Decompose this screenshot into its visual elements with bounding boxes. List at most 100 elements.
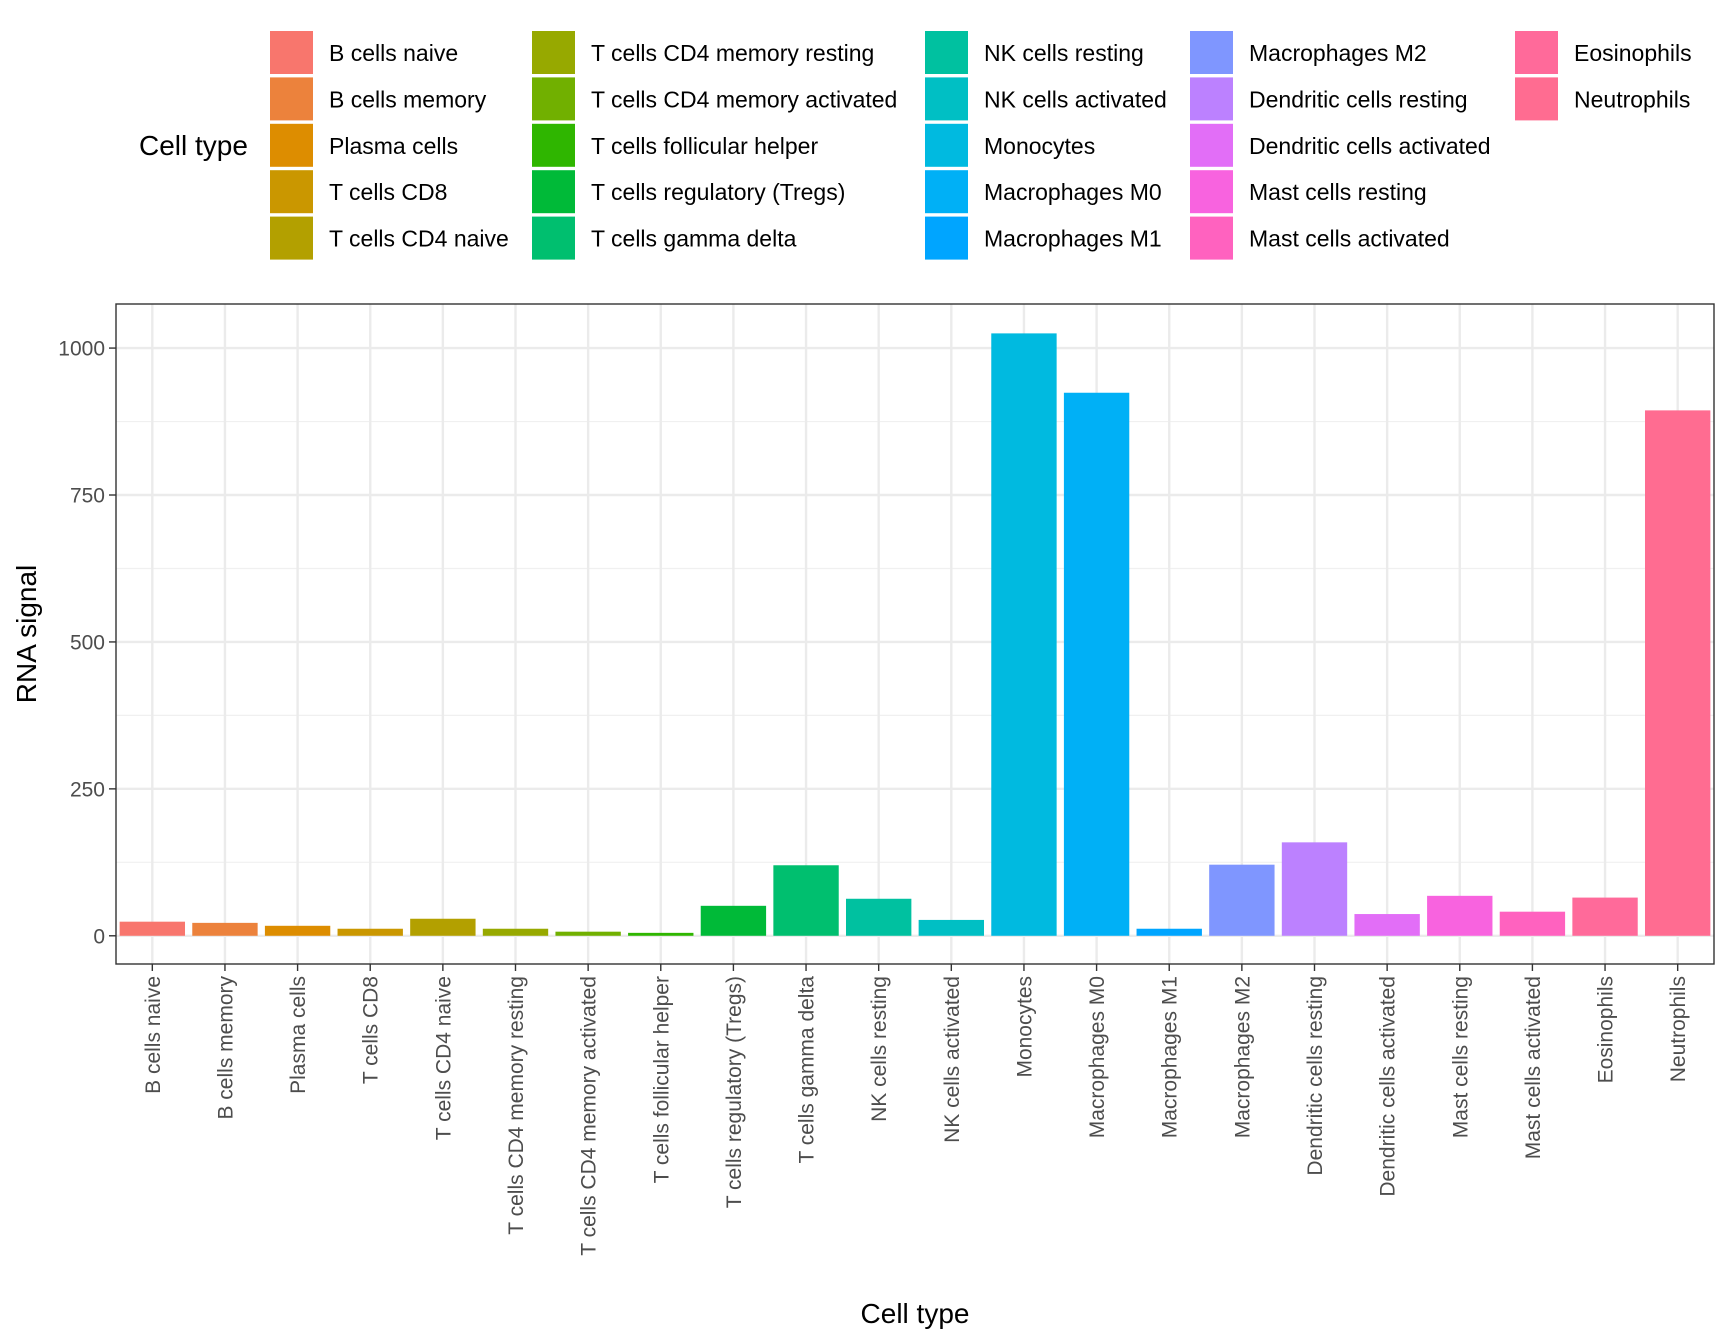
x-tick-label-dendritic-cells-resting: Dendritic cells resting	[1304, 976, 1327, 1176]
x-tick-label-monocytes: Monocytes	[1013, 976, 1036, 1078]
x-tick-label-macrophages-m1: Macrophages M1	[1159, 976, 1182, 1138]
bar-nk-cells-resting	[845, 898, 912, 936]
legend-key-b-cells-memory	[270, 77, 313, 121]
legend-key-t-cells-cd8	[270, 170, 313, 214]
x-tick-label-t-cells-cd8: T cells CD8	[360, 976, 383, 1084]
bar-macrophages-m2	[1209, 864, 1275, 936]
y-tick-label: 0	[93, 925, 105, 948]
y-tick-label: 1000	[58, 338, 105, 361]
bar-b-cells-memory	[192, 922, 258, 936]
bar-t-cells-gamma-delta	[773, 865, 839, 936]
legend-key-monocytes	[925, 123, 968, 167]
legend-key-t-cells-follicular-helper	[532, 123, 575, 167]
legend-key-macrophages-m0	[925, 170, 968, 214]
minor-gridlines	[116, 420, 1714, 863]
x-tick-label-plasma-cells: Plasma cells	[287, 976, 310, 1094]
x-tick-label-t-cells-regulatory-tregs: T cells regulatory (Tregs)	[723, 976, 746, 1208]
bar-plasma-cells	[264, 925, 331, 936]
bar-macrophages-m1	[1136, 928, 1202, 936]
y-axis-title: RNA signal	[11, 565, 42, 704]
legend-label-t-cells-cd8: T cells CD8	[329, 179, 447, 205]
bars	[119, 333, 1711, 936]
bar-t-cells-regulatory-tregs	[700, 905, 767, 936]
legend-label-t-cells-cd4-memory-activated: T cells CD4 memory activated	[591, 86, 897, 112]
bar-macrophages-m0	[1063, 392, 1130, 936]
legend-key-macrophages-m1	[925, 216, 968, 260]
legend-label-plasma-cells: Plasma cells	[329, 133, 458, 159]
legend-key-nk-cells-activated	[925, 77, 968, 121]
plot-panel	[116, 304, 1714, 964]
legend-key-mast-cells-resting	[1190, 170, 1233, 214]
x-tick-label-b-cells-memory: B cells memory	[214, 976, 237, 1120]
legend-label-mast-cells-resting: Mast cells resting	[1249, 179, 1427, 205]
bar-mast-cells-resting	[1427, 895, 1493, 936]
legend-label-b-cells-memory: B cells memory	[329, 86, 487, 112]
y-tick-label: 750	[70, 485, 105, 508]
y-tick-label: 250	[70, 778, 105, 801]
legend-key-plasma-cells	[270, 123, 313, 167]
bar-eosinophils	[1572, 897, 1638, 936]
legend-label-macrophages-m2: Macrophages M2	[1249, 40, 1427, 66]
x-tick-label-mast-cells-resting: Mast cells resting	[1449, 976, 1472, 1138]
legend-label-dendritic-cells-resting: Dendritic cells resting	[1249, 86, 1468, 112]
bar-t-cells-cd8	[337, 928, 403, 936]
legend: Cell type B cells naive B cells memory Pla…	[139, 31, 1692, 260]
bar-b-cells-naive	[119, 921, 186, 936]
legend-title: Cell type	[139, 130, 248, 161]
legend-label-t-cells-follicular-helper: T cells follicular helper	[591, 133, 818, 159]
legend-label-b-cells-naive: B cells naive	[329, 40, 458, 66]
x-tick-label-nk-cells-resting: NK cells resting	[868, 976, 891, 1122]
legend-label-neutrophils: Neutrophils	[1574, 86, 1690, 112]
x-tick-label-neutrophils: Neutrophils	[1667, 976, 1690, 1082]
x-tick-label-nk-cells-activated: NK cells activated	[941, 976, 964, 1143]
legend-key-t-cells-cd4-memory-resting	[532, 31, 575, 74]
plot-area	[115, 303, 1715, 965]
y-axis: 0 250 500 750 1000	[58, 338, 116, 948]
legend-key-b-cells-naive	[270, 31, 313, 74]
plot-border	[115, 303, 1715, 965]
legend-label-nk-cells-resting: NK cells resting	[984, 40, 1144, 66]
bar-t-cells-cd4-naive	[410, 918, 476, 936]
bar-nk-cells-activated	[918, 919, 985, 936]
legend-label-dendritic-cells-activated: Dendritic cells activated	[1249, 133, 1491, 159]
legend-key-dendritic-cells-resting	[1190, 77, 1233, 121]
legend-key-t-cells-regulatory-tregs	[532, 170, 575, 214]
legend-key-t-cells-cd4-naive	[270, 216, 313, 260]
bar-dendritic-cells-resting	[1281, 842, 1348, 936]
legend-label-macrophages-m1: Macrophages M1	[984, 226, 1162, 252]
x-tick-label-t-cells-cd4-naive: T cells CD4 naive	[432, 976, 455, 1140]
legend-key-t-cells-cd4-memory-activated	[532, 77, 575, 121]
bar-t-cells-follicular-helper	[628, 932, 694, 936]
legend-key-t-cells-gamma-delta	[532, 216, 575, 260]
legend-label-macrophages-m0: Macrophages M0	[984, 179, 1162, 205]
legend-label-t-cells-cd4-naive: T cells CD4 naive	[329, 226, 509, 252]
legend-key-nk-cells-resting	[925, 31, 968, 74]
x-tick-label-t-cells-cd4-memory-resting: T cells CD4 memory resting	[505, 976, 528, 1235]
x-tick-label-b-cells-naive: B cells naive	[142, 976, 165, 1094]
legend-label-t-cells-cd4-memory-resting: T cells CD4 memory resting	[591, 40, 874, 66]
legend-label-t-cells-regulatory-tregs: T cells regulatory (Tregs)	[591, 179, 845, 205]
x-tick-label-t-cells-gamma-delta: T cells gamma delta	[796, 976, 819, 1164]
legend-key-macrophages-m2	[1190, 31, 1233, 74]
x-tick-label-dendritic-cells-activated: Dendritic cells activated	[1377, 976, 1400, 1197]
bar-neutrophils	[1644, 410, 1711, 936]
legend-label-monocytes: Monocytes	[984, 133, 1095, 159]
x-axis-title: Cell type	[861, 1298, 970, 1329]
x-tick-label-mast-cells-activated: Mast cells activated	[1522, 976, 1545, 1159]
legend-key-neutrophils	[1515, 77, 1558, 121]
bar-mast-cells-activated	[1499, 911, 1566, 936]
legend-key-dendritic-cells-activated	[1190, 123, 1233, 167]
y-tick-label: 500	[70, 631, 105, 654]
x-tick-label-macrophages-m2: Macrophages M2	[1231, 976, 1254, 1138]
x-tick-label-eosinophils: Eosinophils	[1595, 976, 1618, 1083]
legend-label-mast-cells-activated: Mast cells activated	[1249, 226, 1450, 252]
x-tick-label-macrophages-m0: Macrophages M0	[1086, 976, 1109, 1138]
bar-t-cells-cd4-memory-activated	[555, 931, 621, 936]
x-tick-label-t-cells-follicular-helper: T cells follicular helper	[650, 976, 673, 1183]
bar-monocytes	[991, 333, 1057, 936]
x-tick-label-t-cells-cd4-memory-activated: T cells CD4 memory activated	[578, 976, 601, 1256]
bar-dendritic-cells-activated	[1354, 914, 1420, 936]
bar-t-cells-cd4-memory-resting	[482, 928, 549, 936]
legend-label-eosinophils: Eosinophils	[1574, 40, 1692, 66]
